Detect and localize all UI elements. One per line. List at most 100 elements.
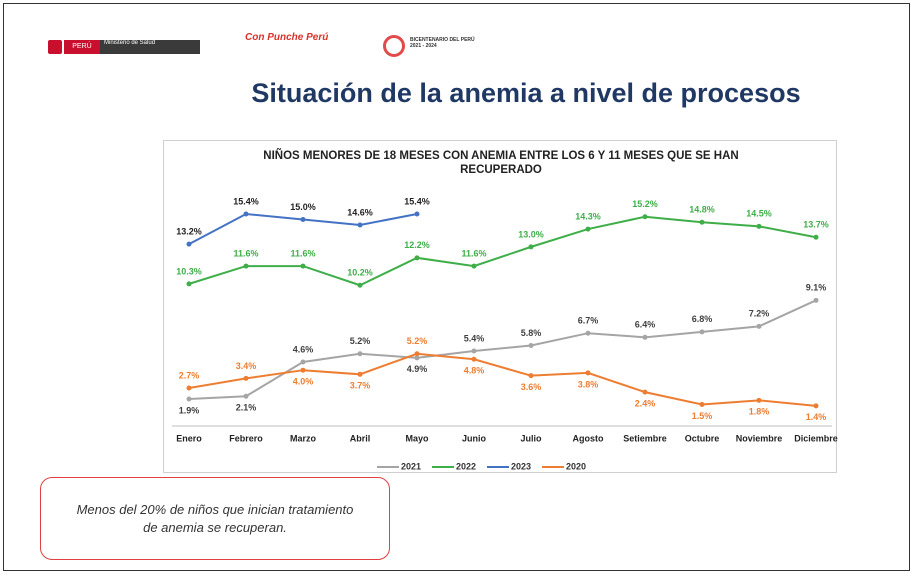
- chart-canvas: Enero Febrero Marzo Abril Mayo Junio Julio Agos…: [172, 196, 838, 471]
- data-label: 6.7%: [578, 316, 599, 326]
- data-point: [357, 282, 363, 288]
- data-point: [642, 214, 648, 220]
- data-label: 3.6%: [521, 382, 542, 392]
- data-point: [300, 359, 306, 365]
- logo-campaign: Con Punche Perú: [245, 32, 329, 43]
- data-label: 13.2%: [176, 227, 202, 237]
- data-label: 4.8%: [464, 366, 485, 376]
- logo-peru: PERÚ: [64, 40, 100, 54]
- data-label: 10.2%: [347, 268, 373, 278]
- logo-ministry: Ministerio de Salud: [100, 40, 200, 54]
- data-label: 15.0%: [290, 202, 316, 212]
- data-point: [471, 356, 477, 362]
- x-tick-label: Diciembre: [794, 433, 838, 443]
- data-point: [756, 323, 762, 329]
- data-point: [414, 351, 420, 357]
- data-point: [186, 396, 192, 402]
- data-point: [243, 211, 249, 217]
- data-point: [699, 329, 705, 335]
- data-label: 4.6%: [293, 344, 314, 354]
- data-label: 14.5%: [746, 209, 772, 219]
- data-point: [186, 281, 192, 287]
- data-label: 3.7%: [350, 381, 371, 391]
- series-line: [188, 352, 817, 407]
- data-point: [756, 397, 762, 403]
- x-tick-label: Abril: [350, 433, 371, 443]
- legend-label: 2021: [401, 461, 421, 471]
- data-point: [300, 216, 306, 222]
- data-label: 2.4%: [635, 398, 656, 408]
- data-point: [585, 370, 591, 376]
- data-label: 9.1%: [806, 283, 827, 293]
- legend-label: 2022: [456, 461, 476, 471]
- chart-title: NIÑOS MENORES DE 18 MESES CON ANEMIA ENT…: [263, 150, 739, 176]
- data-point: [585, 226, 591, 232]
- data-label: 12.2%: [404, 240, 430, 250]
- data-point: [699, 401, 705, 407]
- data-label: 1.8%: [749, 407, 770, 417]
- data-label: 10.3%: [176, 266, 202, 276]
- legend-label: 2023: [511, 461, 531, 471]
- data-point: [357, 351, 363, 357]
- series-line: [188, 299, 817, 400]
- slide-border: [3, 3, 910, 571]
- callout: Menos del 20% de niños que inician trata…: [40, 477, 390, 560]
- data-point: [414, 211, 420, 217]
- x-tick-label: Enero: [176, 433, 202, 443]
- data-label: 2.1%: [236, 403, 257, 413]
- logo-bicentennial-mark: [383, 35, 405, 57]
- data-label: 11.6%: [461, 248, 486, 258]
- data-label: 6.4%: [635, 320, 656, 330]
- data-point: [300, 367, 306, 373]
- x-tick-label: Octubre: [685, 433, 720, 443]
- data-label: 3.8%: [578, 379, 599, 389]
- data-point: [471, 263, 477, 269]
- x-tick-label: Setiembre: [623, 433, 667, 443]
- data-label: 15.2%: [632, 199, 658, 209]
- data-label: 15.4%: [233, 196, 259, 206]
- data-point: [813, 234, 819, 240]
- data-label: 5.2%: [350, 336, 371, 346]
- logo-shield: [48, 40, 62, 54]
- data-point: [186, 241, 192, 247]
- data-point: [471, 348, 477, 354]
- x-tick-label: Mayo: [405, 433, 429, 443]
- data-point: [243, 375, 249, 381]
- data-point: [528, 343, 534, 349]
- legend-label: 2020: [566, 461, 586, 471]
- data-point: [186, 385, 192, 391]
- data-label: 14.6%: [347, 207, 373, 217]
- data-label: 11.6%: [290, 248, 315, 258]
- data-label: 7.2%: [749, 309, 770, 319]
- data-point: [243, 263, 249, 269]
- data-point: [357, 222, 363, 228]
- data-label: 1.9%: [179, 405, 200, 415]
- x-tick-label: Febrero: [229, 433, 263, 443]
- data-point: [528, 244, 534, 250]
- x-tick-label: Junio: [462, 433, 487, 443]
- data-point: [414, 255, 420, 261]
- data-point: [357, 371, 363, 377]
- chart: Enero Febrero Marzo Abril Mayo Junio Julio Agos…: [163, 140, 838, 473]
- data-point: [243, 393, 249, 399]
- data-point: [300, 263, 306, 269]
- data-point: [642, 389, 648, 395]
- data-label: 1.4%: [806, 412, 827, 422]
- data-point: [813, 297, 819, 303]
- data-label: 3.4%: [236, 361, 257, 371]
- x-tick-label: Agosto: [573, 433, 604, 443]
- data-label: 11.6%: [233, 248, 258, 258]
- data-label: 5.2%: [407, 336, 428, 346]
- data-label: 14.8%: [689, 205, 715, 215]
- data-point: [528, 373, 534, 379]
- data-point: [642, 334, 648, 340]
- data-label: 1.5%: [692, 411, 713, 421]
- logo-bicentennial: BICENTENARIO DEL PERÚ 2021 - 2024: [410, 37, 475, 49]
- data-label: 4.9%: [407, 364, 428, 374]
- data-point: [414, 355, 420, 361]
- data-label: 2.7%: [179, 370, 200, 380]
- data-point: [699, 219, 705, 225]
- data-label: 14.3%: [575, 211, 601, 221]
- data-point: [756, 223, 762, 229]
